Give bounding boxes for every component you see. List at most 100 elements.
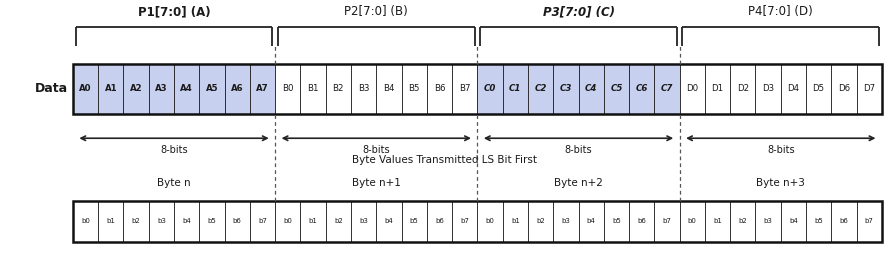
Text: 8-bits: 8-bits xyxy=(160,145,188,155)
Text: Byte n+3: Byte n+3 xyxy=(757,178,805,188)
Text: A7: A7 xyxy=(256,84,268,93)
Bar xyxy=(351,64,376,114)
Bar xyxy=(756,64,781,114)
Text: A0: A0 xyxy=(79,84,92,93)
Bar xyxy=(579,201,604,242)
Text: P4[7:0] (D): P4[7:0] (D) xyxy=(749,5,813,18)
Bar xyxy=(73,64,882,114)
Bar xyxy=(225,64,250,114)
Text: B6: B6 xyxy=(434,84,445,93)
Bar xyxy=(477,64,502,114)
Text: A2: A2 xyxy=(130,84,142,93)
Bar xyxy=(705,64,730,114)
Bar xyxy=(73,64,98,114)
Bar xyxy=(629,64,654,114)
Bar xyxy=(831,64,857,114)
Text: b0: b0 xyxy=(284,218,292,225)
Text: b6: b6 xyxy=(637,218,646,225)
Text: b3: b3 xyxy=(562,218,571,225)
Bar xyxy=(174,64,199,114)
Text: b2: b2 xyxy=(132,218,140,225)
Bar xyxy=(199,64,225,114)
Text: A4: A4 xyxy=(180,84,193,93)
Bar xyxy=(402,64,427,114)
Bar xyxy=(300,64,325,114)
Bar xyxy=(148,64,174,114)
Bar xyxy=(680,64,705,114)
Bar xyxy=(376,201,402,242)
Text: b5: b5 xyxy=(410,218,419,225)
Bar xyxy=(325,201,351,242)
Text: D0: D0 xyxy=(686,84,699,93)
Text: b5: b5 xyxy=(207,218,216,225)
Text: A3: A3 xyxy=(155,84,168,93)
Bar xyxy=(705,201,730,242)
Bar xyxy=(857,201,882,242)
Text: C5: C5 xyxy=(610,84,622,93)
Bar xyxy=(553,201,579,242)
Text: Byte n+1: Byte n+1 xyxy=(352,178,401,188)
Text: B7: B7 xyxy=(459,84,470,93)
Bar xyxy=(73,201,882,242)
Text: A1: A1 xyxy=(105,84,117,93)
Bar xyxy=(654,201,680,242)
Bar xyxy=(124,201,148,242)
Text: b5: b5 xyxy=(612,218,621,225)
Text: b4: b4 xyxy=(385,218,393,225)
Text: b7: b7 xyxy=(461,218,469,225)
Text: b1: b1 xyxy=(107,218,116,225)
Bar xyxy=(453,64,477,114)
Text: D5: D5 xyxy=(813,84,825,93)
Bar xyxy=(654,64,680,114)
Text: D7: D7 xyxy=(863,84,876,93)
Bar xyxy=(730,64,756,114)
Text: b4: b4 xyxy=(789,218,797,225)
Text: A6: A6 xyxy=(231,84,244,93)
Text: C0: C0 xyxy=(484,84,496,93)
Bar xyxy=(124,64,148,114)
Bar xyxy=(756,201,781,242)
Text: b1: b1 xyxy=(713,218,722,225)
Bar xyxy=(477,201,502,242)
Bar xyxy=(98,64,124,114)
Text: 8-bits: 8-bits xyxy=(565,145,592,155)
Bar xyxy=(806,201,831,242)
Text: b2: b2 xyxy=(739,218,748,225)
Text: B1: B1 xyxy=(308,84,319,93)
Bar xyxy=(174,201,199,242)
Text: P3[7:0] (C): P3[7:0] (C) xyxy=(542,5,614,18)
Text: b6: b6 xyxy=(435,218,444,225)
Bar xyxy=(351,201,376,242)
Bar xyxy=(680,201,705,242)
Bar xyxy=(831,201,857,242)
Bar xyxy=(502,64,528,114)
Text: B4: B4 xyxy=(383,84,395,93)
Bar xyxy=(806,64,831,114)
Text: b4: b4 xyxy=(182,218,191,225)
Bar xyxy=(300,201,325,242)
Bar xyxy=(781,201,806,242)
Bar xyxy=(376,64,402,114)
Bar xyxy=(276,201,300,242)
Text: D6: D6 xyxy=(838,84,850,93)
Bar xyxy=(604,201,629,242)
Text: b3: b3 xyxy=(359,218,368,225)
Text: C6: C6 xyxy=(636,84,648,93)
Text: b3: b3 xyxy=(764,218,773,225)
Text: b6: b6 xyxy=(839,218,848,225)
Text: b0: b0 xyxy=(688,218,697,225)
Text: b3: b3 xyxy=(157,218,166,225)
Text: B0: B0 xyxy=(282,84,293,93)
Text: C4: C4 xyxy=(585,84,597,93)
Bar xyxy=(427,201,453,242)
Bar xyxy=(250,64,276,114)
Bar xyxy=(276,64,300,114)
Bar xyxy=(402,201,427,242)
Text: b1: b1 xyxy=(511,218,520,225)
Text: D4: D4 xyxy=(788,84,799,93)
Bar xyxy=(325,64,351,114)
Text: P2[7:0] (B): P2[7:0] (B) xyxy=(344,5,408,18)
Text: D2: D2 xyxy=(737,84,749,93)
Bar xyxy=(98,201,124,242)
Text: B3: B3 xyxy=(358,84,369,93)
